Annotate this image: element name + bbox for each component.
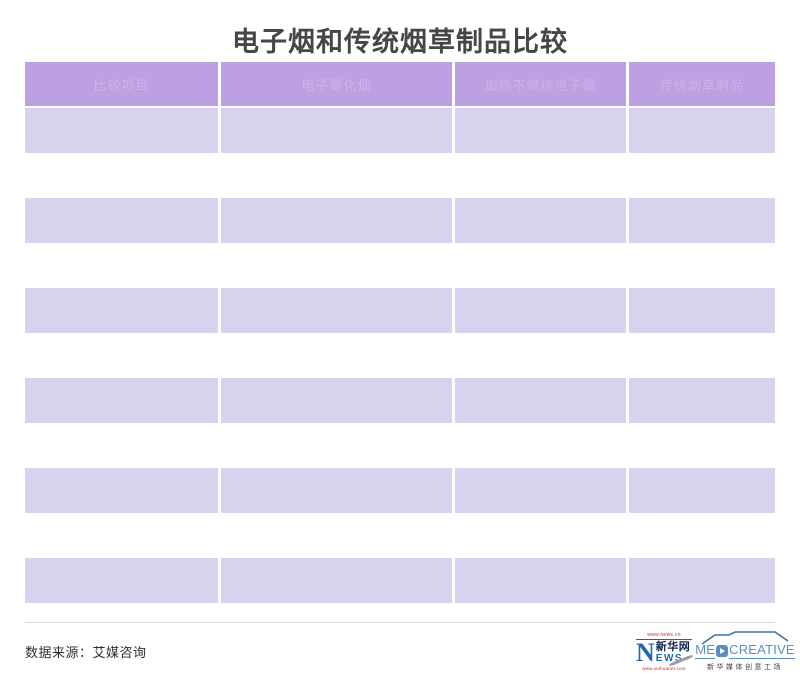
xinhuanet-brand-text: 新华网	[655, 640, 691, 653]
table-cell	[629, 378, 775, 423]
table-cell	[221, 378, 452, 423]
table-cell	[629, 423, 775, 468]
comparison-table: 比较项目 电子雾化烟 加热不燃烧电子烟 传统烟草制品	[25, 62, 775, 603]
table-cell	[455, 198, 626, 243]
medcreative-wordmark: ME CREATIVE	[695, 641, 795, 659]
table-cell	[25, 558, 218, 603]
table-row	[25, 423, 775, 468]
table-cell	[629, 558, 775, 603]
table-cell	[629, 198, 775, 243]
table-cell	[25, 378, 218, 423]
table-header-cell: 加热不燃烧电子烟	[455, 62, 626, 106]
data-source-label: 数据来源：艾媒咨询	[25, 644, 147, 660]
xinhuanet-n-letter: N	[636, 637, 655, 667]
xinhuanet-mark: N 新华网 EWS	[636, 637, 694, 667]
table-cell	[629, 108, 775, 153]
xinhuanet-top-url: www.news.cn	[636, 632, 692, 640]
xinhuanet-logo: www.news.cn N 新华网 EWS www.xinhuanet.com	[636, 632, 694, 671]
table-cell	[455, 558, 626, 603]
table-cell	[25, 108, 218, 153]
table-cell	[25, 513, 218, 558]
table-cell	[629, 468, 775, 513]
table-cell	[455, 333, 626, 378]
table-cell	[221, 558, 452, 603]
table-cell	[25, 198, 218, 243]
table-header-row: 比较项目 电子雾化烟 加热不燃烧电子烟 传统烟草制品	[25, 62, 775, 106]
table-cell	[221, 333, 452, 378]
medcreative-logo: ME CREATIVE 新华媒体创意工场	[695, 630, 795, 672]
table-cell	[455, 378, 626, 423]
table-cell	[221, 243, 452, 288]
table-cell	[629, 153, 775, 198]
table-header-cell: 传统烟草制品	[629, 62, 775, 106]
table-row	[25, 288, 775, 333]
table-row	[25, 378, 775, 423]
table-cell	[455, 513, 626, 558]
table-cell	[25, 333, 218, 378]
xinhuanet-ews-text: EWS	[655, 652, 684, 664]
medcreative-prefix: ME	[695, 641, 716, 659]
table-cell	[455, 243, 626, 288]
table-cell	[25, 153, 218, 198]
table-header-cell: 电子雾化烟	[221, 62, 452, 106]
table-cell	[221, 423, 452, 468]
table-cell	[629, 288, 775, 333]
table-row	[25, 333, 775, 378]
table-cell	[221, 288, 452, 333]
medcreative-subtitle: 新华媒体创意工场	[707, 663, 783, 671]
table-row	[25, 108, 775, 153]
table-cell	[25, 243, 218, 288]
table-cell	[455, 108, 626, 153]
table-cell	[455, 468, 626, 513]
roof-icon	[701, 630, 789, 645]
table-cell	[455, 288, 626, 333]
table-cell	[629, 333, 775, 378]
table-row	[25, 513, 775, 558]
table-cell	[25, 468, 218, 513]
play-icon	[716, 644, 729, 657]
xinhuanet-bottom-url: www.xinhuanet.com	[642, 665, 686, 671]
table-cell	[221, 153, 452, 198]
table-row	[25, 558, 775, 603]
table-cell	[221, 513, 452, 558]
table-cell	[629, 243, 775, 288]
table-row	[25, 198, 775, 243]
table-row	[25, 468, 775, 513]
table-cell	[455, 153, 626, 198]
table-cell	[25, 288, 218, 333]
table-cell	[629, 513, 775, 558]
table-cell	[221, 198, 452, 243]
medcreative-suffix: CREATIVE	[729, 641, 795, 659]
table-body	[25, 108, 775, 603]
page-title: 电子烟和传统烟草制品比较	[232, 27, 568, 57]
footer: 数据来源：艾媒咨询 www.news.cn N 新华网 EWS www.xinh…	[25, 626, 795, 676]
table-cell	[25, 423, 218, 468]
table-row	[25, 153, 775, 198]
table-cell	[455, 423, 626, 468]
logo-group: www.news.cn N 新华网 EWS www.xinhuanet.com …	[636, 630, 795, 672]
table-cell	[221, 108, 452, 153]
table-row	[25, 243, 775, 288]
table-header-cell: 比较项目	[25, 62, 218, 106]
footer-divider	[25, 622, 775, 623]
table-cell	[221, 468, 452, 513]
